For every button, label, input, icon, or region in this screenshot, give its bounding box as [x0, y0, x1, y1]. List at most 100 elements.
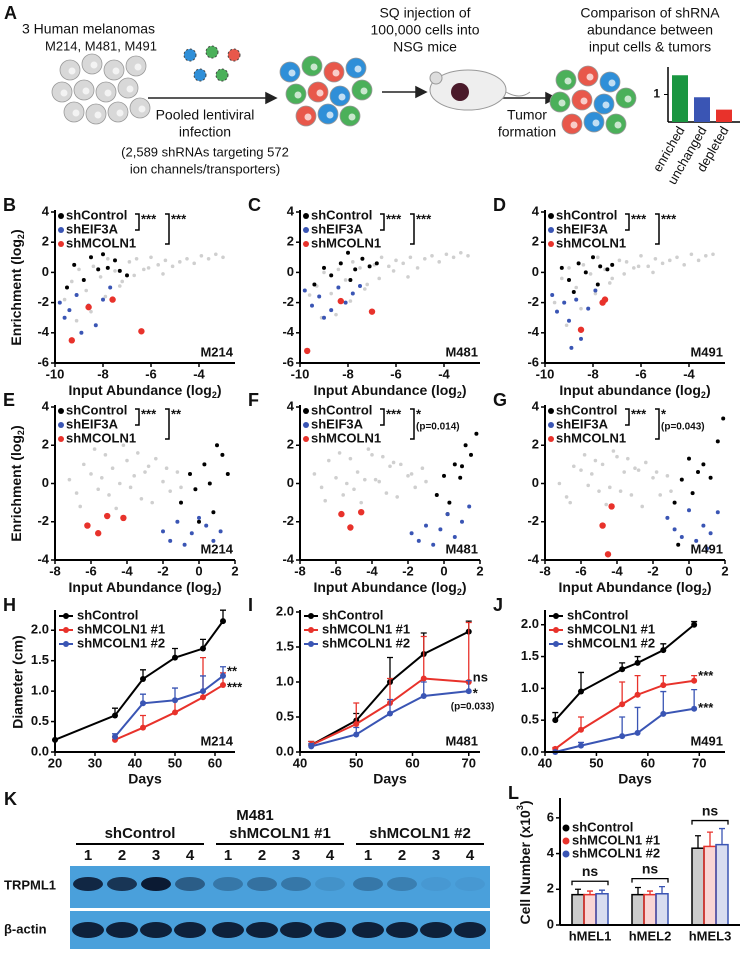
x-tick-label: -2	[402, 563, 414, 578]
nucleus	[116, 109, 124, 117]
legend-label: shMCOLN1	[311, 430, 381, 445]
point	[323, 498, 328, 503]
step-text: abundance between	[587, 22, 713, 38]
significance: *	[416, 406, 422, 421]
point	[409, 531, 414, 536]
point	[347, 524, 354, 531]
point	[72, 262, 77, 267]
legend-label: shMCOLN1	[66, 235, 136, 250]
legend-marker	[562, 837, 570, 845]
point	[593, 291, 598, 296]
significance: ns	[582, 863, 599, 879]
point	[89, 309, 93, 314]
point	[57, 300, 62, 305]
bracket	[135, 408, 140, 426]
point	[125, 273, 129, 278]
group-label: shMCOLN1 #2	[369, 825, 471, 842]
legend-marker	[303, 422, 309, 428]
bracket	[135, 213, 140, 231]
axis-label-part: Cell Number (x10	[517, 810, 533, 925]
point	[451, 255, 456, 260]
point	[132, 474, 136, 478]
point	[711, 252, 715, 257]
point	[172, 654, 178, 661]
significance: **	[227, 663, 238, 678]
nucleus	[104, 89, 112, 97]
point	[307, 293, 312, 297]
point	[322, 265, 326, 270]
x-tick-label: -4	[193, 366, 205, 381]
point	[82, 462, 86, 467]
p-value: (p=0.043)	[661, 422, 705, 433]
step-text: formation	[498, 124, 556, 140]
point	[351, 260, 355, 264]
step-text: ion channels/transporters)	[130, 161, 280, 176]
point	[338, 510, 345, 518]
legend-label: shEIF3A	[66, 416, 119, 431]
nucleus	[112, 67, 120, 75]
x-tick-label: -8	[97, 366, 109, 381]
point	[578, 726, 584, 733]
point	[705, 546, 709, 551]
point	[182, 542, 187, 547]
point	[84, 288, 88, 293]
bar	[715, 843, 729, 926]
x-tick-label: -8	[342, 366, 354, 381]
x-tick-label: -2	[157, 563, 169, 578]
point	[639, 253, 643, 258]
point	[164, 466, 169, 471]
point	[682, 263, 686, 267]
mouse	[429, 69, 531, 111]
panel-label: C	[248, 195, 261, 215]
point	[127, 260, 132, 264]
point	[128, 485, 133, 490]
legend-label: shEIF3A	[66, 221, 119, 236]
point	[214, 252, 218, 257]
nucleus	[624, 95, 632, 103]
point	[660, 261, 665, 266]
x-tick-label: -8	[539, 563, 551, 578]
legend-marker	[63, 613, 69, 619]
band	[352, 922, 384, 938]
nucleus	[564, 77, 572, 85]
point	[179, 500, 183, 505]
band	[175, 877, 205, 891]
point	[634, 691, 641, 698]
virus	[193, 68, 207, 82]
point	[193, 487, 198, 492]
point	[200, 645, 206, 652]
point	[140, 724, 146, 731]
point	[395, 495, 400, 499]
point	[646, 264, 650, 269]
legend-marker	[58, 422, 64, 428]
point	[708, 531, 713, 536]
x-tick-label: 0	[440, 563, 447, 578]
point	[368, 308, 376, 315]
point	[423, 257, 427, 261]
y-tick-label: 0.0	[31, 743, 49, 758]
bar	[583, 893, 597, 926]
legend-marker	[58, 408, 64, 414]
legend-label: shMCOLN1	[66, 430, 136, 445]
bar	[571, 893, 585, 926]
point	[660, 647, 667, 654]
step-text: Pooled lentiviral	[156, 107, 255, 123]
point	[658, 493, 662, 497]
error-bar	[659, 885, 665, 894]
point	[175, 519, 180, 524]
point	[170, 264, 175, 269]
nucleus	[354, 65, 362, 73]
significance: ***	[386, 211, 402, 226]
band	[315, 877, 345, 891]
y-tick-label: 2.0	[276, 603, 294, 618]
legend-label: shEIF3A	[311, 221, 364, 236]
y-tick-label: -2	[282, 294, 294, 309]
axis-label-part: 2	[457, 587, 462, 597]
axis-label-part: 2	[16, 234, 26, 239]
error-bar	[634, 706, 641, 733]
y-tick-label: 2	[287, 437, 294, 452]
series-line	[554, 623, 695, 721]
cell-line: M491	[690, 541, 723, 556]
y-tick-label: 1.0	[276, 673, 294, 688]
